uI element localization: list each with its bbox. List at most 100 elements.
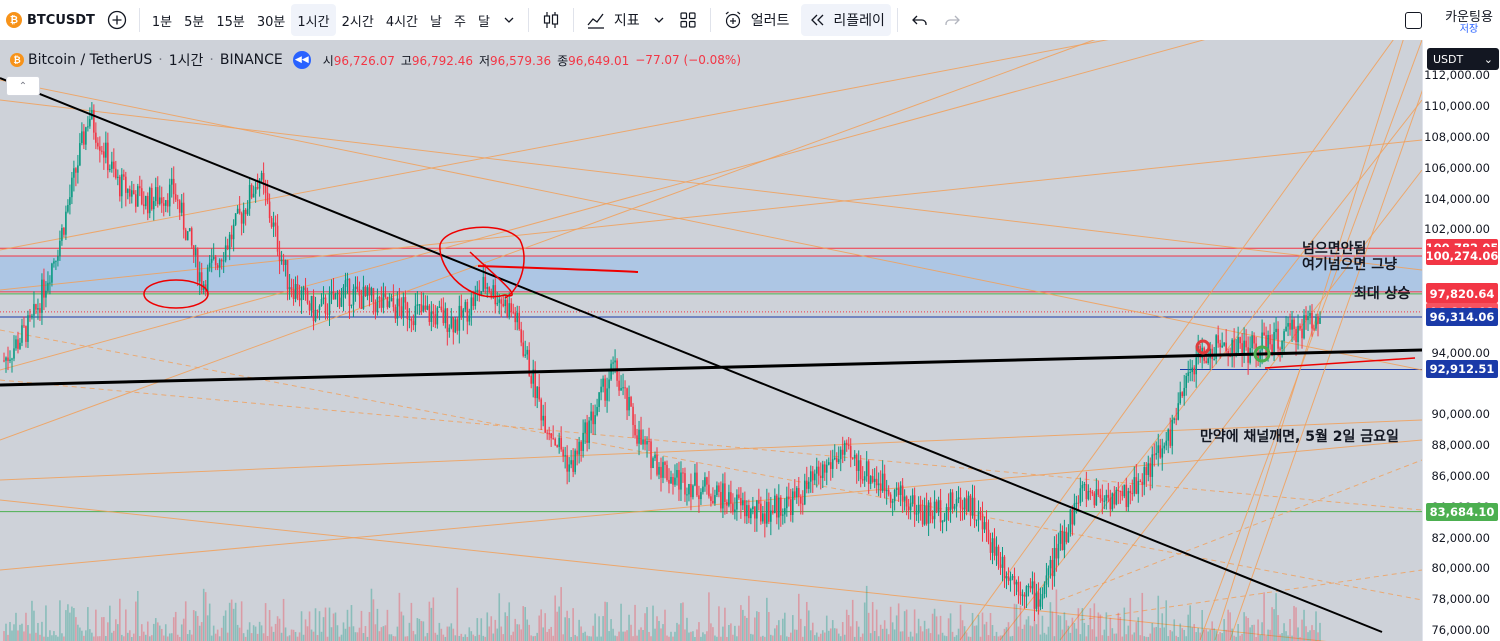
interval-7[interactable]: 날 — [430, 14, 442, 30]
volume-bar — [262, 633, 265, 641]
price-label[interactable]: 100,274.06 — [1425, 247, 1499, 266]
volume-bar — [394, 636, 397, 641]
candle-body — [496, 302, 499, 305]
interval-9[interactable]: 달 — [477, 14, 490, 30]
currency-select[interactable]: USDT ⌄ — [1427, 48, 1499, 70]
volume-bar — [1249, 627, 1251, 641]
price-axis[interactable]: 112,000.00 110,000.00 108,000.00 106,000.00… — [1422, 40, 1500, 641]
candle-body — [594, 415, 596, 425]
candle-body — [580, 441, 582, 451]
interval-dropdown-button[interactable] — [496, 4, 522, 36]
candle-body — [754, 506, 756, 519]
candle-body — [286, 259, 289, 290]
volume-bar — [504, 612, 507, 641]
volume-bar — [234, 602, 237, 641]
price-label[interactable]: 92,912.51 — [1426, 360, 1498, 379]
replay-mode-icon[interactable]: ◀◀ — [292, 51, 311, 69]
candle-body — [514, 312, 517, 323]
candle-body — [508, 303, 511, 317]
candle-body — [298, 298, 301, 301]
volume-bar — [356, 632, 359, 641]
candle-body — [943, 519, 946, 521]
volume-bar — [1273, 609, 1275, 641]
candle-body — [893, 489, 896, 502]
volume-bar — [917, 618, 920, 641]
candle-body — [831, 459, 834, 469]
candle-body — [957, 497, 960, 499]
price-tick: 82,000.00 — [1431, 530, 1490, 545]
save-layout-button[interactable]: 카운팅용 저장 — [1438, 6, 1500, 35]
volume-bar — [264, 603, 267, 641]
indicators-button[interactable]: 지표 — [580, 4, 646, 36]
price-label[interactable]: 96,314.06 — [1426, 308, 1498, 327]
candle-body — [917, 504, 920, 514]
interval-1[interactable]: 5분 — [184, 14, 205, 30]
candle-body — [1147, 463, 1150, 475]
replay-button[interactable]: 리플레이 — [801, 4, 891, 36]
annotation-channel-break[interactable]: 만약에 채널깨면, 5월 2일 금요일 — [1200, 429, 1399, 445]
volume-bar — [646, 607, 648, 641]
volume-bar — [89, 629, 91, 641]
interval-4[interactable]: 1시간 — [291, 4, 336, 36]
candle-body — [256, 187, 259, 189]
volume-bar — [39, 634, 41, 641]
symbol-search-button[interactable]: ₿ BTCUSDT — [0, 4, 101, 36]
candle-body — [750, 509, 752, 519]
candle-body — [230, 234, 233, 240]
interval-8[interactable]: 주 — [453, 14, 466, 30]
candle-body — [442, 310, 445, 324]
undo-button[interactable] — [904, 4, 936, 36]
volume-bar — [887, 634, 890, 641]
volume-bar — [686, 617, 688, 641]
volume-bar — [849, 626, 852, 641]
volume-bar — [933, 608, 936, 641]
annotation-max-rise[interactable]: 최대 상승 — [1354, 286, 1411, 302]
volume-bar — [983, 624, 986, 641]
interval-0[interactable]: 1분 — [151, 14, 173, 30]
candle-body — [664, 462, 666, 465]
volume-bar — [296, 636, 299, 641]
candle-body — [981, 513, 984, 530]
volume-bar — [776, 625, 778, 641]
candle-body — [1091, 492, 1094, 494]
volume-bar — [915, 633, 918, 641]
volume-bar — [140, 624, 143, 641]
chart-type-button[interactable] — [535, 4, 567, 36]
support-trendline — [0, 348, 1423, 387]
layouts-button[interactable] — [672, 4, 704, 36]
price-label[interactable]: 83,684.10 — [1426, 502, 1498, 521]
interval-2[interactable]: 15분 — [216, 14, 245, 30]
chart-canvas[interactable] — [0, 40, 1500, 641]
alert-button[interactable]: 얼러트 — [717, 4, 796, 36]
volume-bar — [370, 588, 373, 641]
annotation-break-above[interactable]: 여기넘으면 그냥 — [1302, 257, 1398, 273]
interval-3[interactable]: 30분 — [256, 14, 286, 30]
redo-button[interactable] — [936, 4, 968, 36]
bitcoin-logo-icon: ₿ — [6, 12, 22, 28]
volume-bar — [1105, 612, 1108, 641]
indicators-dropdown-button[interactable] — [646, 4, 672, 36]
counting-checkbox[interactable] — [1405, 11, 1422, 29]
candle-body — [264, 183, 267, 193]
candle-body — [540, 399, 542, 421]
candle-body — [428, 305, 431, 322]
price-label[interactable]: 97,820.64 — [1426, 284, 1498, 303]
volume-bar — [610, 619, 612, 641]
candle-body — [784, 508, 786, 515]
legend-collapse-button[interactable]: ⌃ — [6, 76, 40, 96]
volume-bar — [396, 626, 399, 641]
candle-body — [482, 276, 485, 292]
interval-5[interactable]: 2시간 — [341, 14, 374, 30]
candle-body — [460, 305, 463, 318]
candle-body — [1213, 358, 1215, 360]
volume-bar — [807, 610, 810, 641]
interval-6[interactable]: 4시간 — [385, 14, 419, 30]
chart-pane[interactable]: ₿ Bitcoin / TetherUS · 1시간 · BINANCE ◀◀ … — [0, 40, 1500, 641]
candle-body — [3, 360, 5, 362]
add-symbol-button[interactable] — [101, 4, 133, 36]
annotation-do-not-break[interactable]: 넘으면안됨 — [1302, 241, 1367, 257]
candle-body — [324, 297, 327, 314]
legend-symbol-name[interactable]: Bitcoin / TetherUS — [28, 52, 153, 68]
descending-trendline — [0, 77, 1383, 633]
candle-body — [704, 477, 706, 487]
